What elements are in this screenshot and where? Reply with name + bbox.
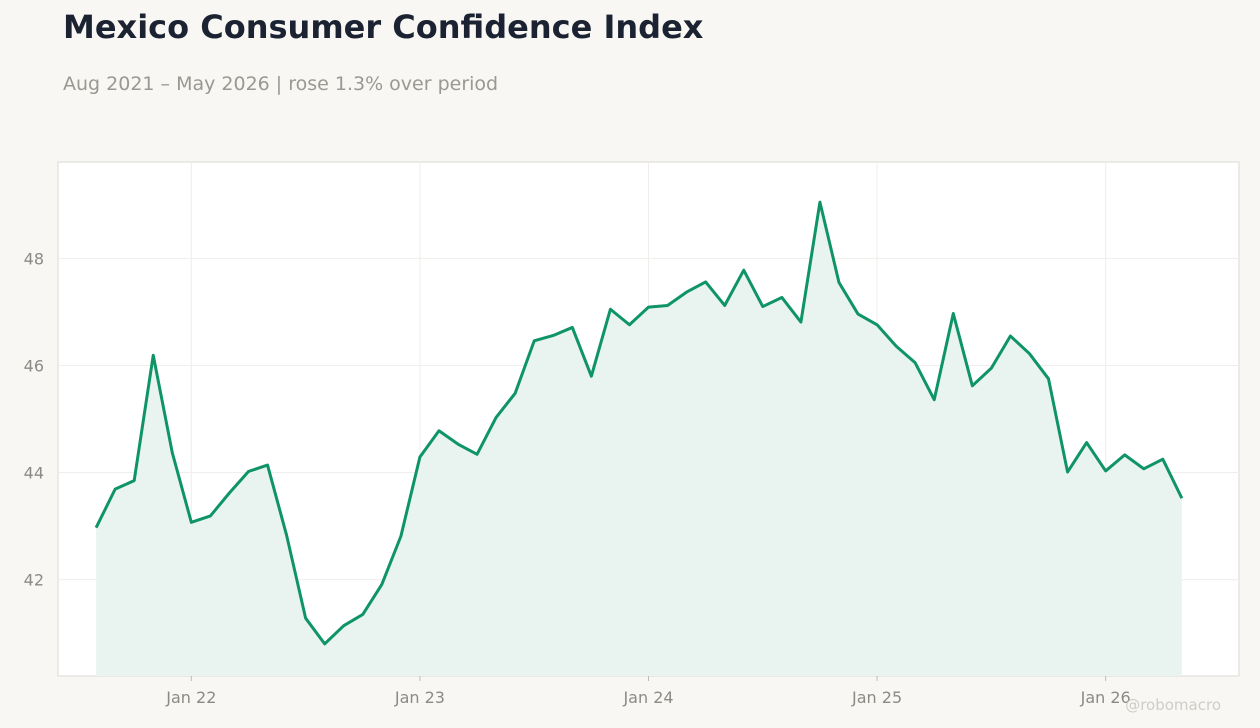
data-point: [1104, 469, 1108, 473]
data-point: [475, 452, 479, 456]
data-point: [189, 520, 193, 524]
data-point: [970, 384, 974, 388]
data-point: [551, 333, 555, 337]
data-point: [1161, 457, 1165, 461]
data-point: [399, 534, 403, 538]
data-point: [208, 514, 212, 518]
series-line: [94, 200, 1184, 646]
data-point: [304, 616, 308, 620]
data-point: [894, 344, 898, 348]
chart-title: Mexico Consumer Confidence Index: [63, 8, 704, 46]
data-point: [627, 323, 631, 327]
y-tick-label: 44: [24, 464, 44, 483]
data-point: [799, 320, 803, 324]
data-point: [361, 612, 365, 616]
data-point: [685, 290, 689, 294]
data-point: [761, 305, 765, 309]
data-point: [856, 312, 860, 316]
watermark: @robomacro: [1125, 696, 1221, 714]
data-point: [666, 303, 670, 307]
data-point: [989, 366, 993, 370]
data-point: [818, 200, 822, 204]
data-point: [246, 469, 250, 473]
data-point: [1123, 453, 1127, 457]
data-point: [227, 491, 231, 495]
data-point: [704, 280, 708, 284]
data-point: [418, 455, 422, 459]
data-point: [875, 323, 879, 327]
x-tick-label: Jan 23: [394, 688, 445, 707]
chart-subtitle: Aug 2021 – May 2026 | rose 1.3% over per…: [63, 73, 499, 95]
data-point: [1142, 467, 1146, 471]
data-point: [151, 353, 155, 357]
data-point: [647, 305, 651, 309]
series-area: [96, 202, 1182, 676]
y-tick-label: 46: [24, 356, 44, 375]
y-tick-label: 48: [24, 249, 44, 268]
data-point: [570, 325, 574, 329]
data-point: [323, 642, 327, 646]
data-point: [1008, 334, 1012, 338]
data-point: [437, 429, 441, 433]
data-point: [494, 415, 498, 419]
data-point: [1027, 352, 1031, 356]
x-tick-label: Jan 24: [622, 688, 673, 707]
data-point: [342, 624, 346, 628]
data-point: [1180, 496, 1184, 500]
data-point: [608, 307, 612, 311]
x-tick-labels: Jan 22 Jan 23 Jan 24 Jan 25 Jan 26: [165, 688, 1130, 707]
x-tick-label: Jan 26: [1080, 688, 1131, 707]
data-point: [742, 268, 746, 272]
data-point: [532, 339, 536, 343]
y-tick-labels: 42 44 46 48: [24, 249, 44, 589]
data-point: [932, 398, 936, 402]
data-point: [266, 463, 270, 467]
y-tick-label: 42: [24, 571, 44, 590]
data-point: [113, 487, 117, 491]
data-point: [780, 295, 784, 299]
data-point: [913, 361, 917, 365]
data-point: [513, 391, 517, 395]
data-point: [94, 526, 98, 530]
data-point: [132, 479, 136, 483]
data-point: [380, 582, 384, 586]
data-point: [837, 280, 841, 284]
data-point: [170, 451, 174, 455]
data-point: [1085, 441, 1089, 445]
data-point: [951, 312, 955, 316]
data-point: [589, 374, 593, 378]
data-point: [285, 533, 289, 537]
data-point: [1047, 377, 1051, 381]
data-point: [456, 442, 460, 446]
x-tick-label: Jan 25: [851, 688, 902, 707]
data-point: [1066, 470, 1070, 474]
x-tick-label: Jan 22: [165, 688, 216, 707]
data-point: [723, 303, 727, 307]
